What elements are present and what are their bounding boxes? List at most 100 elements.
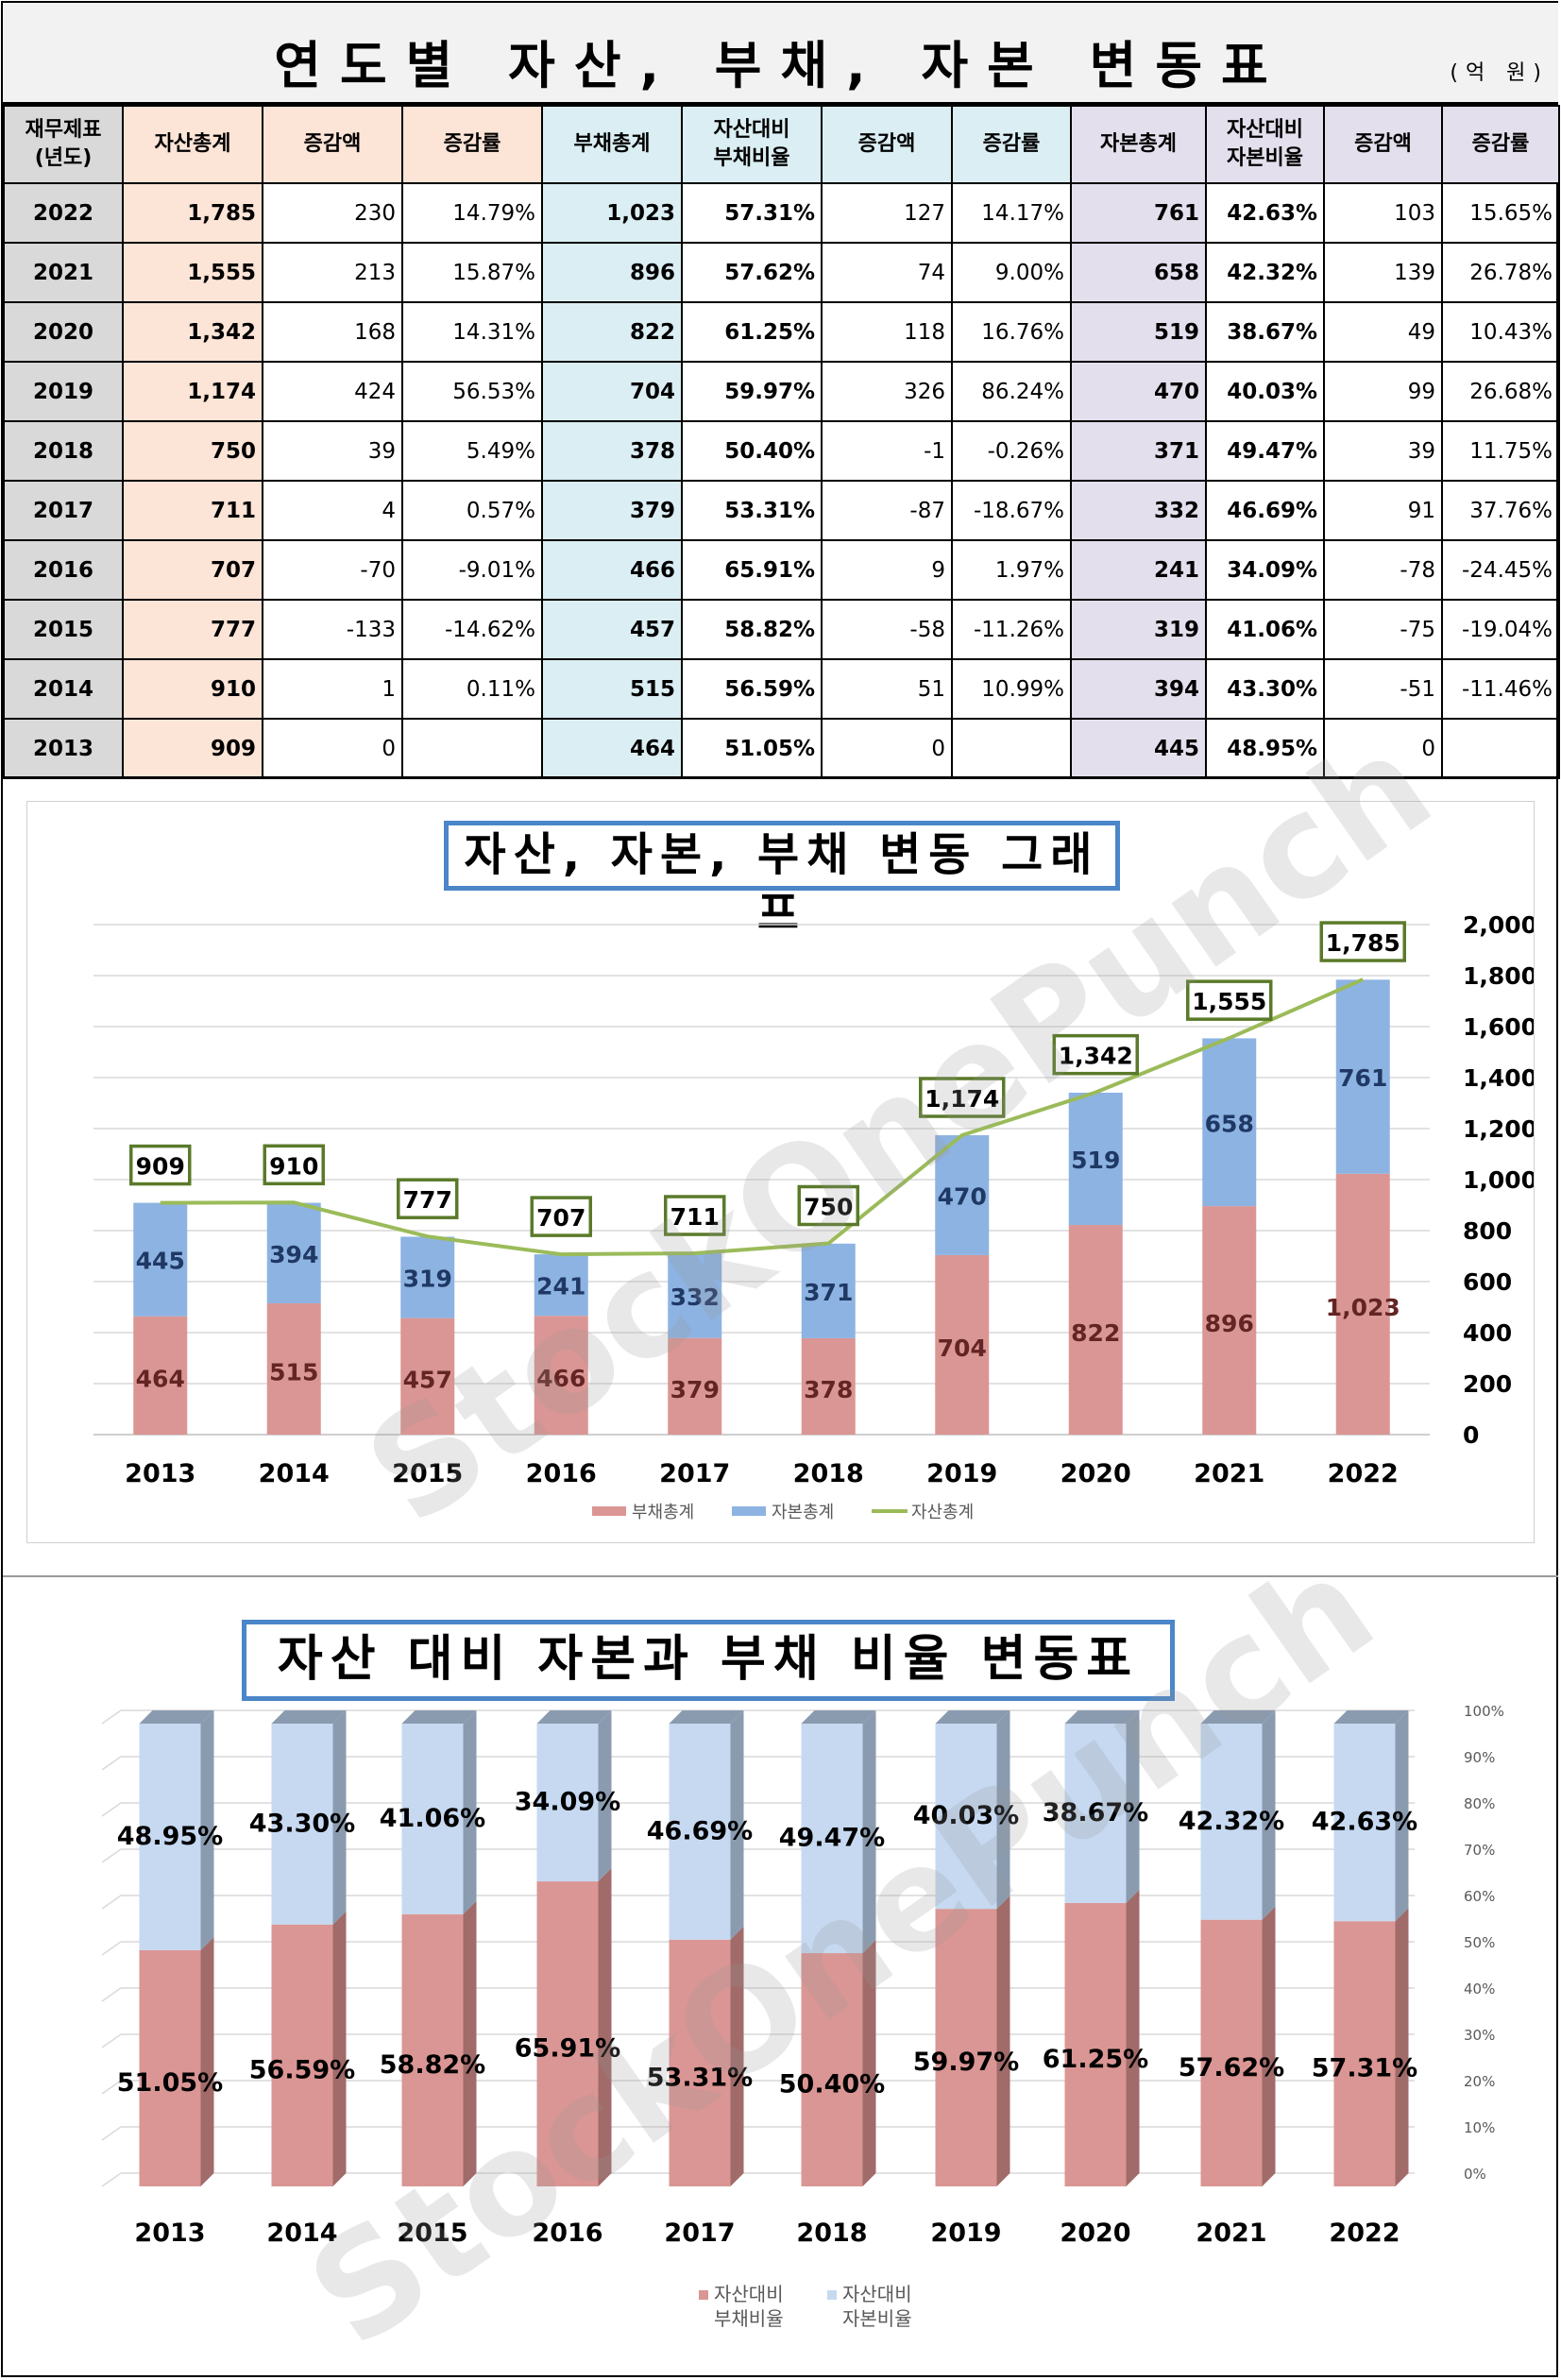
table-cell <box>401 718 543 779</box>
gridline-side <box>101 2080 122 2095</box>
table-cell: 777 <box>122 599 263 660</box>
bar-capital <box>1068 1092 1123 1226</box>
bar-label-debt-ratio: 59.97% <box>913 2048 1019 2077</box>
bar-label-debt-ratio: 56.59% <box>249 2055 355 2084</box>
bar-label-debt-ratio: 61.25% <box>1043 2045 1148 2074</box>
section-divider <box>3 776 1558 779</box>
bar-label-debt-ratio: 53.31% <box>647 2063 753 2092</box>
table-cell: -24.45% <box>1441 539 1560 601</box>
line-label-assets: 750 <box>804 1194 853 1221</box>
table-cell: 168 <box>262 301 403 363</box>
bar-capital <box>133 1202 188 1317</box>
table-header-row: 재무제표 (년도) 자산총계 증감액 증감률 부채총계 자산대비 부채비율 증감액 증감률 자본… <box>3 105 1560 184</box>
bar-label-capital: 445 <box>136 1248 185 1275</box>
table-cell: 515 <box>541 658 683 720</box>
table-header-cell: 증감률 <box>1441 105 1560 184</box>
line-assets <box>160 978 1365 1257</box>
bar-top <box>669 1710 744 1724</box>
x-tick-label: 2020 <box>1060 1459 1131 1488</box>
table-cell: 39 <box>1323 420 1443 482</box>
year-cell: 2021 <box>3 242 124 303</box>
bar-debt <box>266 1302 321 1435</box>
bar-label-debt: 896 <box>1205 1310 1254 1337</box>
bar-debt-ratio-front <box>801 1953 863 2186</box>
table-header-cell: 재무제표 (년도) <box>3 105 124 184</box>
table-row: 2014 910 1 0.11% 515 56.59% 51 10.99% 394 43.30% -… <box>3 658 1560 720</box>
y-tick-label: 0 <box>1463 1421 1479 1449</box>
x-tick-label: 2021 <box>1196 2218 1266 2248</box>
table-cell: 0 <box>1323 718 1443 779</box>
x-tick-label: 2017 <box>664 2218 735 2248</box>
chart1-svg: 0 200 400 600 800 1,000 1,200 1,400 1,600 1,800 2,… <box>93 911 1534 1522</box>
bar-debt-ratio-side <box>1262 1906 1276 2186</box>
x-tick-label: 2022 <box>1328 1459 1399 1488</box>
bar-label-capital-ratio: 43.30% <box>249 1809 355 1838</box>
bar-capital <box>668 1253 722 1338</box>
y-tick-label: 0% <box>1464 2166 1486 2183</box>
table-cell: 56.53% <box>401 361 543 422</box>
x-tick-label: 2018 <box>793 1459 864 1488</box>
gridline-side <box>101 1895 122 1910</box>
bar-debt-ratio-side <box>1395 1908 1409 2186</box>
bar-capital-ratio-side <box>996 1710 1010 1910</box>
bar-debt-ratio-front <box>401 1913 464 2186</box>
table-cell: 59.97% <box>681 361 823 422</box>
table-cell: 4 <box>262 480 403 541</box>
x-tick-label: 2015 <box>392 1459 463 1488</box>
bar-label-debt-ratio: 58.82% <box>380 2050 485 2080</box>
table-cell: -19.04% <box>1441 599 1560 660</box>
table-cell: -51 <box>1323 658 1443 720</box>
bar-debt <box>935 1254 990 1435</box>
table-cell: 57.62% <box>681 242 823 303</box>
line-label-box <box>530 1196 592 1237</box>
line-label-box <box>129 1144 192 1186</box>
bar-capital-ratio-front <box>801 1724 863 1954</box>
table-cell: 445 <box>1070 718 1207 779</box>
bar-capital <box>1335 979 1390 1174</box>
table-cell: -1 <box>821 420 953 482</box>
header-bar: 연도별 자산, 부채, 자본 변동표 (억 원) <box>3 3 1558 105</box>
table-cell: 91 <box>1323 480 1443 541</box>
bar-capital-ratio-front <box>401 1724 464 1914</box>
bar-capital <box>1202 1038 1257 1207</box>
table-row: 2016 707 -70 -9.01% 466 65.91% 9 1.97% 241 34.09%… <box>3 539 1560 601</box>
table-cell: 230 <box>262 182 403 244</box>
line-label-box <box>397 1178 459 1219</box>
x-tick-label: 2018 <box>796 2218 867 2248</box>
table-cell: 34.09% <box>1205 539 1325 601</box>
table-header-cell: 자산총계 <box>122 105 263 184</box>
y-tick-label: 2,000 <box>1463 911 1534 939</box>
table-cell: 99 <box>1323 361 1443 422</box>
bar-capital-ratio-side <box>1262 1710 1276 1920</box>
bar-debt-ratio-side <box>1126 1889 1140 2186</box>
table-cell: -14.62% <box>401 599 543 660</box>
table-cell: -78 <box>1323 539 1443 601</box>
table-cell: 0.57% <box>401 480 543 541</box>
line-label-box <box>664 1195 726 1236</box>
table-cell: 326 <box>821 361 953 422</box>
unit-label: (억 원) <box>1450 61 1549 85</box>
table-cell: 56.59% <box>681 658 823 720</box>
line-label-box <box>1052 1033 1139 1076</box>
gridline-side <box>101 1756 122 1771</box>
x-tick-label: 2019 <box>926 1459 997 1488</box>
bar-label-capital-ratio: 49.47% <box>779 1824 885 1853</box>
table-cell: 53.31% <box>681 480 823 541</box>
bar-capital <box>534 1254 588 1317</box>
bar-debt-ratio-front <box>271 1924 333 2186</box>
gridline-side <box>101 1848 122 1863</box>
chart2-svg: 0% 10% 20% 30% 40% 50% 60% 70% 80% 90% 100% 51.05% 4… <box>101 1703 1504 2330</box>
table-row: 2019 1,174 424 56.53% 704 59.97% 326 86.24% 470 4… <box>3 361 1560 422</box>
bar-label-capital-ratio: 34.09% <box>515 1788 620 1817</box>
bar-debt <box>668 1337 722 1435</box>
y-tick-label: 600 <box>1463 1268 1512 1296</box>
y-tick-label: 100% <box>1464 1703 1504 1720</box>
table-cell: 103 <box>1323 182 1443 244</box>
legend-label: 부채비율 <box>714 2307 784 2330</box>
table-cell: 10.99% <box>951 658 1072 720</box>
bar-debt-ratio-front <box>1333 1921 1396 2186</box>
bar-label-capital: 519 <box>1071 1147 1120 1174</box>
bar-debt <box>400 1318 455 1435</box>
year-cell: 2015 <box>3 599 124 660</box>
bar-debt <box>133 1316 188 1435</box>
